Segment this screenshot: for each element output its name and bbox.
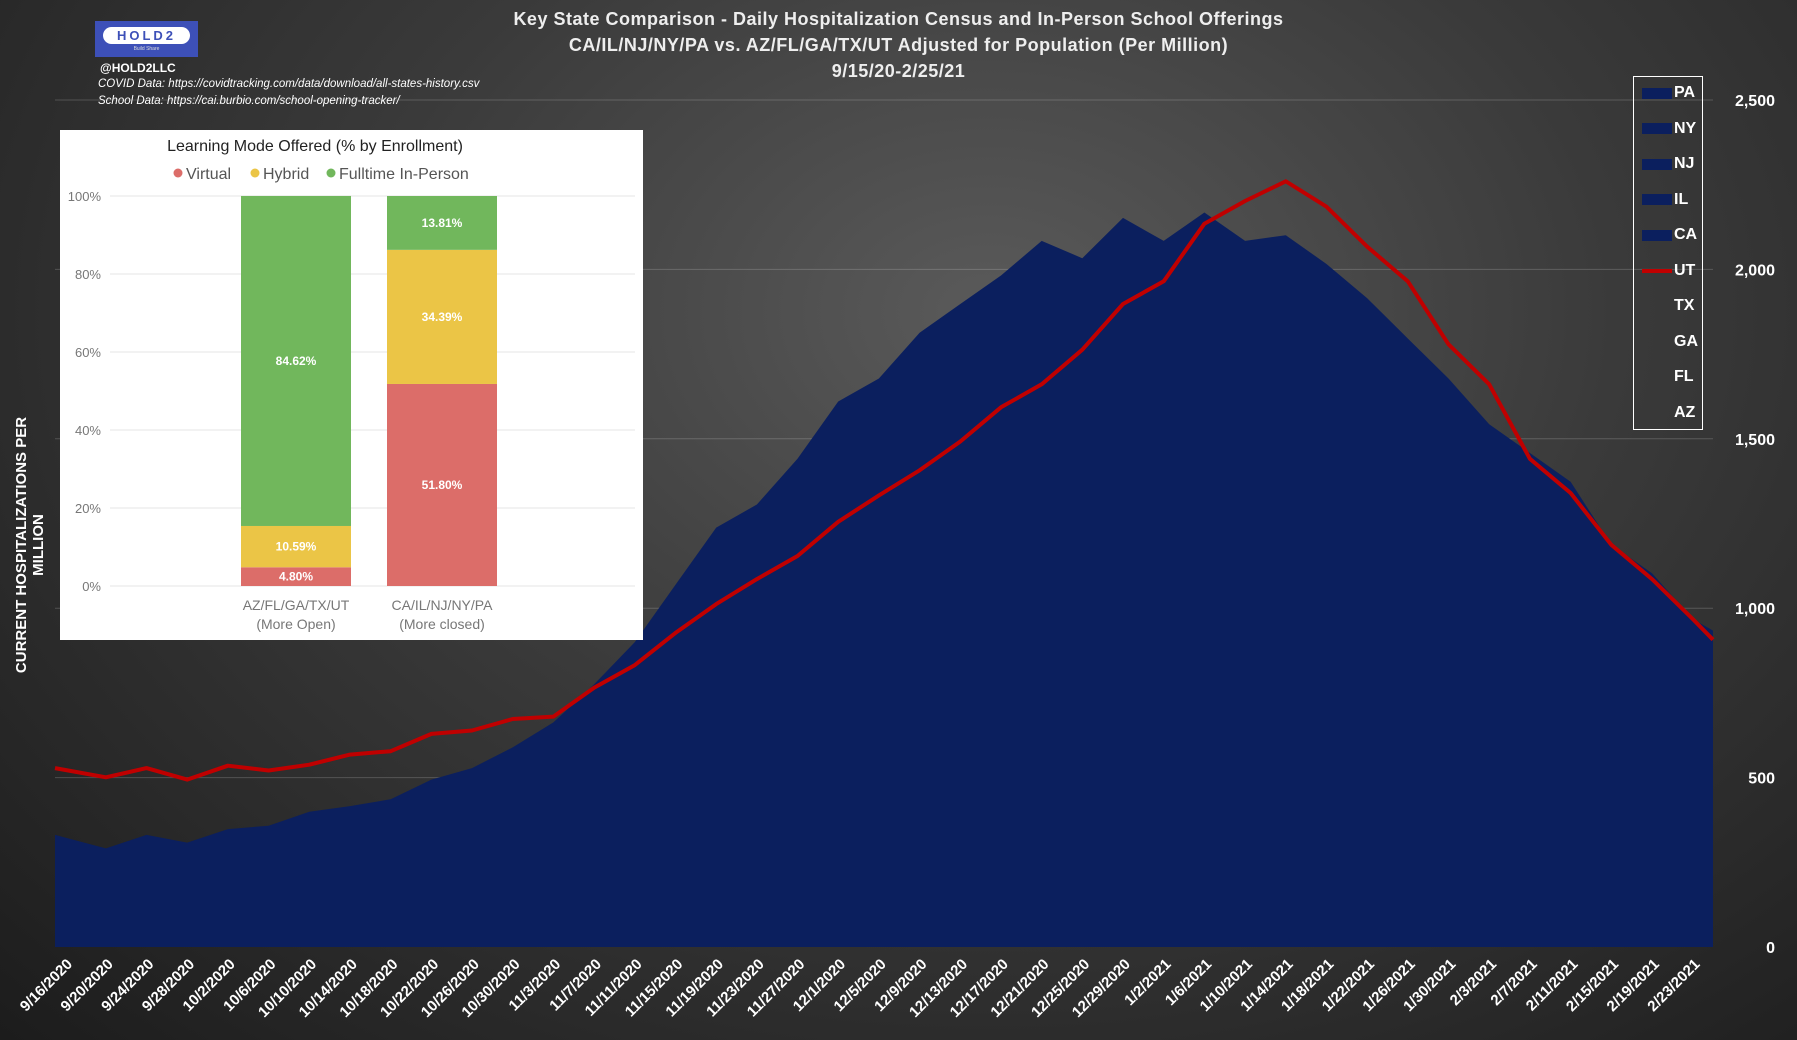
legend-label: TX xyxy=(1674,297,1695,314)
legend-item-tx: TX xyxy=(1642,296,1694,316)
bar-data-label: 13.81% xyxy=(422,216,463,230)
legend-item-ut: UT xyxy=(1642,261,1695,281)
y-tick-label: 1,000 xyxy=(1735,601,1775,618)
learning-mode-inset: Learning Mode Offered (% by Enrollment) V… xyxy=(60,130,643,640)
legend-label: FL xyxy=(1674,368,1694,385)
legend-label: IL xyxy=(1674,190,1689,208)
chart-title: Key State Comparison - Daily Hospitaliza… xyxy=(513,9,1284,29)
y-tick-label: 2,500 xyxy=(1735,93,1775,110)
legend-item-il: IL xyxy=(1642,190,1688,210)
legend-label: GA xyxy=(1674,332,1698,350)
bar-segment-hybrid xyxy=(387,249,497,384)
legend-dot xyxy=(250,168,260,178)
y-tick-label: 1,500 xyxy=(1735,432,1775,449)
area-ca-il-nj-ny-pa xyxy=(55,212,1713,947)
legend-item-ga: GA xyxy=(1642,332,1698,352)
bar-data-label: 34.39% xyxy=(422,310,463,324)
legend-item-az: AZ xyxy=(1642,403,1695,423)
inset-y-tick: 0% xyxy=(82,579,101,594)
legend-swatch xyxy=(1642,407,1672,418)
inset-y-tick: 40% xyxy=(75,423,101,438)
inset-x-sublabel: (More closed) xyxy=(399,616,485,632)
inset-x-sublabel: (More Open) xyxy=(256,616,335,632)
legend-label: NJ xyxy=(1674,155,1695,172)
legend-label: NY xyxy=(1674,119,1697,137)
line-az-fl-ga-tx-ut xyxy=(54,179,1715,782)
bar-data-label: 10.59% xyxy=(276,540,317,554)
school-source: School Data: https://cai.burbio.com/scho… xyxy=(98,95,400,107)
inset-x-label: AZ/FL/GA/TX/UT xyxy=(243,597,350,613)
y-axis-label: CURRENT HOSPITALIZATIONS PER MILLION xyxy=(13,416,47,674)
legend-label: CA xyxy=(1674,226,1698,243)
logo-sub: Build Share xyxy=(133,45,160,52)
legend-dot xyxy=(173,168,183,178)
bar-segment-virtual xyxy=(387,383,497,586)
inset-y-tick: 80% xyxy=(75,267,101,282)
inset-y-tick: 100% xyxy=(68,189,102,204)
y-tick-label: 0 xyxy=(1766,940,1775,957)
bar-data-label: 4.80% xyxy=(279,570,313,584)
legend-label: AZ xyxy=(1674,403,1696,421)
inset-legend-label: Virtual xyxy=(186,166,231,183)
bar-segment-virtual xyxy=(241,567,351,586)
legend-item-ca: CA xyxy=(1642,225,1697,245)
y-tick-label: 2,000 xyxy=(1735,262,1775,279)
bar-data-label: 51.80% xyxy=(422,478,463,492)
legend-item-ny: NY xyxy=(1642,119,1696,139)
inset-y-tick: 60% xyxy=(75,345,101,360)
legend-swatch xyxy=(1642,229,1672,241)
hold2-logo: HOLD2 Build Share xyxy=(95,21,198,57)
handle: @HOLD2LLC xyxy=(100,61,176,75)
logo-text: HOLD2 xyxy=(102,26,191,44)
legend: PA NY NJ IL CA UT TX GA FL AZ xyxy=(1633,76,1703,430)
legend-swatch xyxy=(1642,268,1672,273)
bar-segment-hybrid xyxy=(241,525,351,568)
legend-swatch xyxy=(1642,123,1672,134)
inset-y-tick: 20% xyxy=(75,501,101,516)
legend-label: PA xyxy=(1674,84,1696,101)
chart-date-range: 9/15/20-2/25/21 xyxy=(831,61,966,81)
bar-segment-fulltime-in-person xyxy=(241,195,351,526)
inset-title: Learning Mode Offered (% by Enrollment) xyxy=(167,138,463,155)
bar-segment-fulltime-in-person xyxy=(387,196,497,250)
legend-swatch xyxy=(1642,372,1672,383)
legend-swatch xyxy=(1642,87,1672,99)
bar-data-label: 84.62% xyxy=(276,354,317,368)
covid-source: COVID Data: https://covidtracking.com/da… xyxy=(98,78,480,90)
chart-subtitle: CA/IL/NJ/NY/PA vs. AZ/FL/GA/TX/UT Adjust… xyxy=(568,35,1229,55)
legend-swatch xyxy=(1642,336,1672,347)
y-tick-label: 500 xyxy=(1748,771,1775,788)
inset-x-label: CA/IL/NJ/NY/PA xyxy=(392,597,494,613)
legend-item-pa: PA xyxy=(1642,83,1695,103)
legend-swatch xyxy=(1642,194,1672,205)
legend-item-nj: NJ xyxy=(1642,154,1694,174)
legend-swatch xyxy=(1642,301,1672,312)
legend-label: UT xyxy=(1674,261,1696,279)
legend-dot xyxy=(326,168,336,178)
inset-legend-label: Hybrid xyxy=(263,166,309,183)
inset-legend-label: Fulltime In-Person xyxy=(339,166,469,183)
legend-item-fl: FL xyxy=(1642,367,1694,387)
legend-swatch xyxy=(1642,158,1672,170)
